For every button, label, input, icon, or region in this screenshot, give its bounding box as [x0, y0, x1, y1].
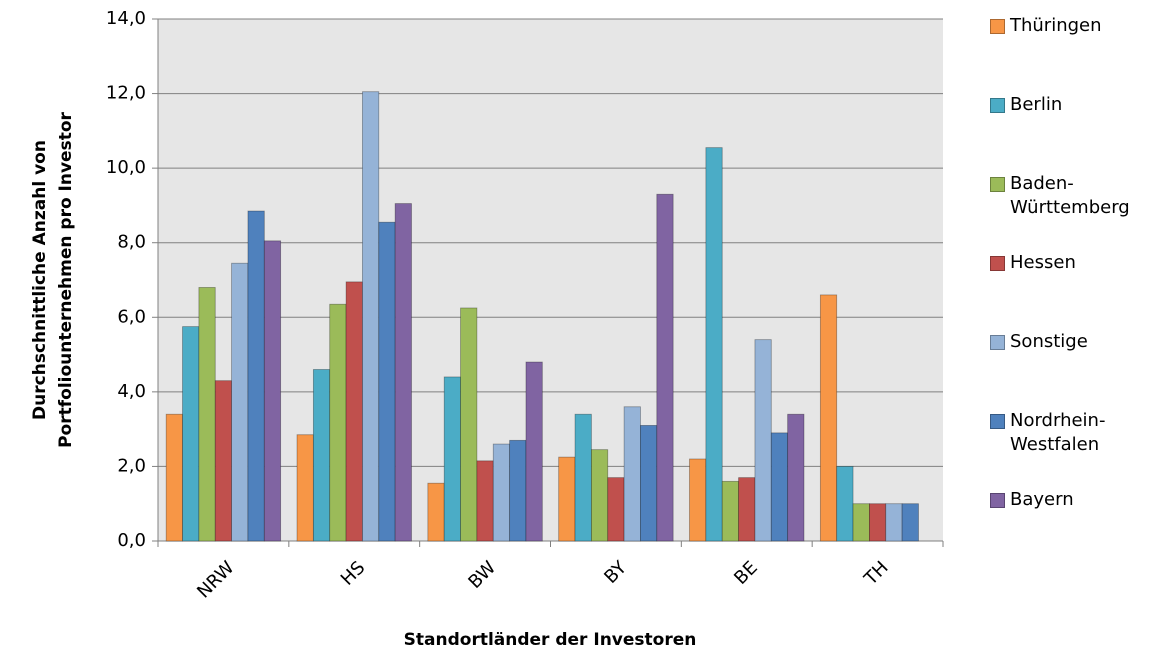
bar: [836, 466, 854, 542]
legend-label: Baden-Württemberg: [1010, 173, 1130, 218]
plot-area: [158, 19, 943, 541]
bar: [738, 477, 756, 542]
bar: [394, 203, 412, 542]
bar: [607, 477, 625, 542]
y-tick-label: 10,0: [106, 157, 146, 178]
bar: [263, 240, 282, 542]
bar: [901, 503, 919, 542]
x-tick-label: BE: [730, 557, 762, 589]
y-tick-label: 4,0: [117, 381, 146, 402]
x-axis-title: Standortländer der Investoren: [404, 630, 697, 650]
bar: [721, 480, 739, 542]
legend-label: Bayern: [1010, 489, 1074, 510]
bar: [231, 262, 249, 542]
legend-swatch: [990, 493, 1005, 508]
legend-item: Nordrhein-Westfalen: [990, 409, 1164, 488]
y-tick-label: 8,0: [117, 232, 146, 253]
bar: [574, 413, 592, 542]
x-tick-label: BY: [600, 557, 631, 588]
legend-label: Hessen: [1010, 252, 1076, 273]
legend-label: Berlin: [1010, 94, 1063, 115]
bar: [819, 294, 838, 542]
y-tick-label: 2,0: [117, 455, 146, 476]
legend-label: Nordrhein-Westfalen: [1010, 410, 1106, 455]
bar: [198, 287, 216, 542]
bar: [869, 503, 887, 542]
bar: [754, 339, 772, 542]
legend-swatch: [990, 19, 1005, 34]
bar: [852, 503, 870, 542]
bar: [558, 456, 576, 542]
bar: [525, 361, 543, 542]
bar: [770, 432, 789, 542]
bar: [362, 91, 380, 542]
bar: [427, 482, 445, 542]
legend-swatch: [990, 98, 1005, 113]
bar: [476, 460, 494, 542]
bar: [214, 380, 232, 542]
legend-item: Baden-Württemberg: [990, 172, 1164, 251]
legend-item: Bayern: [990, 488, 1164, 567]
y-tick-label: 12,0: [106, 83, 146, 104]
x-tick-label: HS: [337, 557, 370, 590]
legend-swatch: [990, 256, 1005, 271]
legend-swatch: [990, 335, 1005, 350]
bar: [378, 221, 396, 542]
x-tick-label: TH: [860, 557, 893, 590]
x-tick-label: BW: [464, 557, 500, 593]
bar: [165, 413, 183, 542]
bar: [247, 210, 265, 542]
bar: [705, 147, 723, 542]
y-axis-title: Durchschnittliche Anzahl von: [30, 140, 50, 420]
bar: [509, 439, 527, 542]
bar: [296, 434, 314, 542]
bar: [182, 326, 200, 542]
bar: [492, 443, 511, 542]
bar: [345, 281, 363, 542]
legend-label: Sonstige: [1010, 331, 1088, 352]
y-axis-title: Portfoliounternehmen pro Investor: [56, 111, 76, 447]
bar: [329, 303, 347, 542]
bar: [590, 449, 609, 542]
bar: [460, 307, 478, 542]
legend-item: Hessen: [990, 251, 1164, 330]
bar: [689, 458, 707, 542]
bar: [312, 369, 331, 542]
legend-item: Sonstige: [990, 330, 1164, 409]
legend-item: Berlin: [990, 93, 1164, 172]
legend: Thüringen Berlin Baden-Württemberg Hessen So…: [990, 14, 1164, 567]
bar: [656, 193, 674, 542]
legend-swatch: [990, 177, 1005, 192]
bar: [787, 413, 805, 542]
bar: [640, 425, 658, 542]
y-tick-label: 6,0: [117, 306, 146, 327]
bar: [443, 376, 461, 542]
bar: [885, 503, 903, 542]
y-tick-label: 14,0: [106, 8, 146, 29]
bar: [623, 406, 641, 542]
legend-label: Thüringen: [1010, 15, 1102, 36]
y-tick-label: 0,0: [117, 530, 146, 551]
x-tick-label: NRW: [193, 557, 238, 602]
legend-item: Thüringen: [990, 14, 1164, 93]
legend-swatch: [990, 414, 1005, 429]
